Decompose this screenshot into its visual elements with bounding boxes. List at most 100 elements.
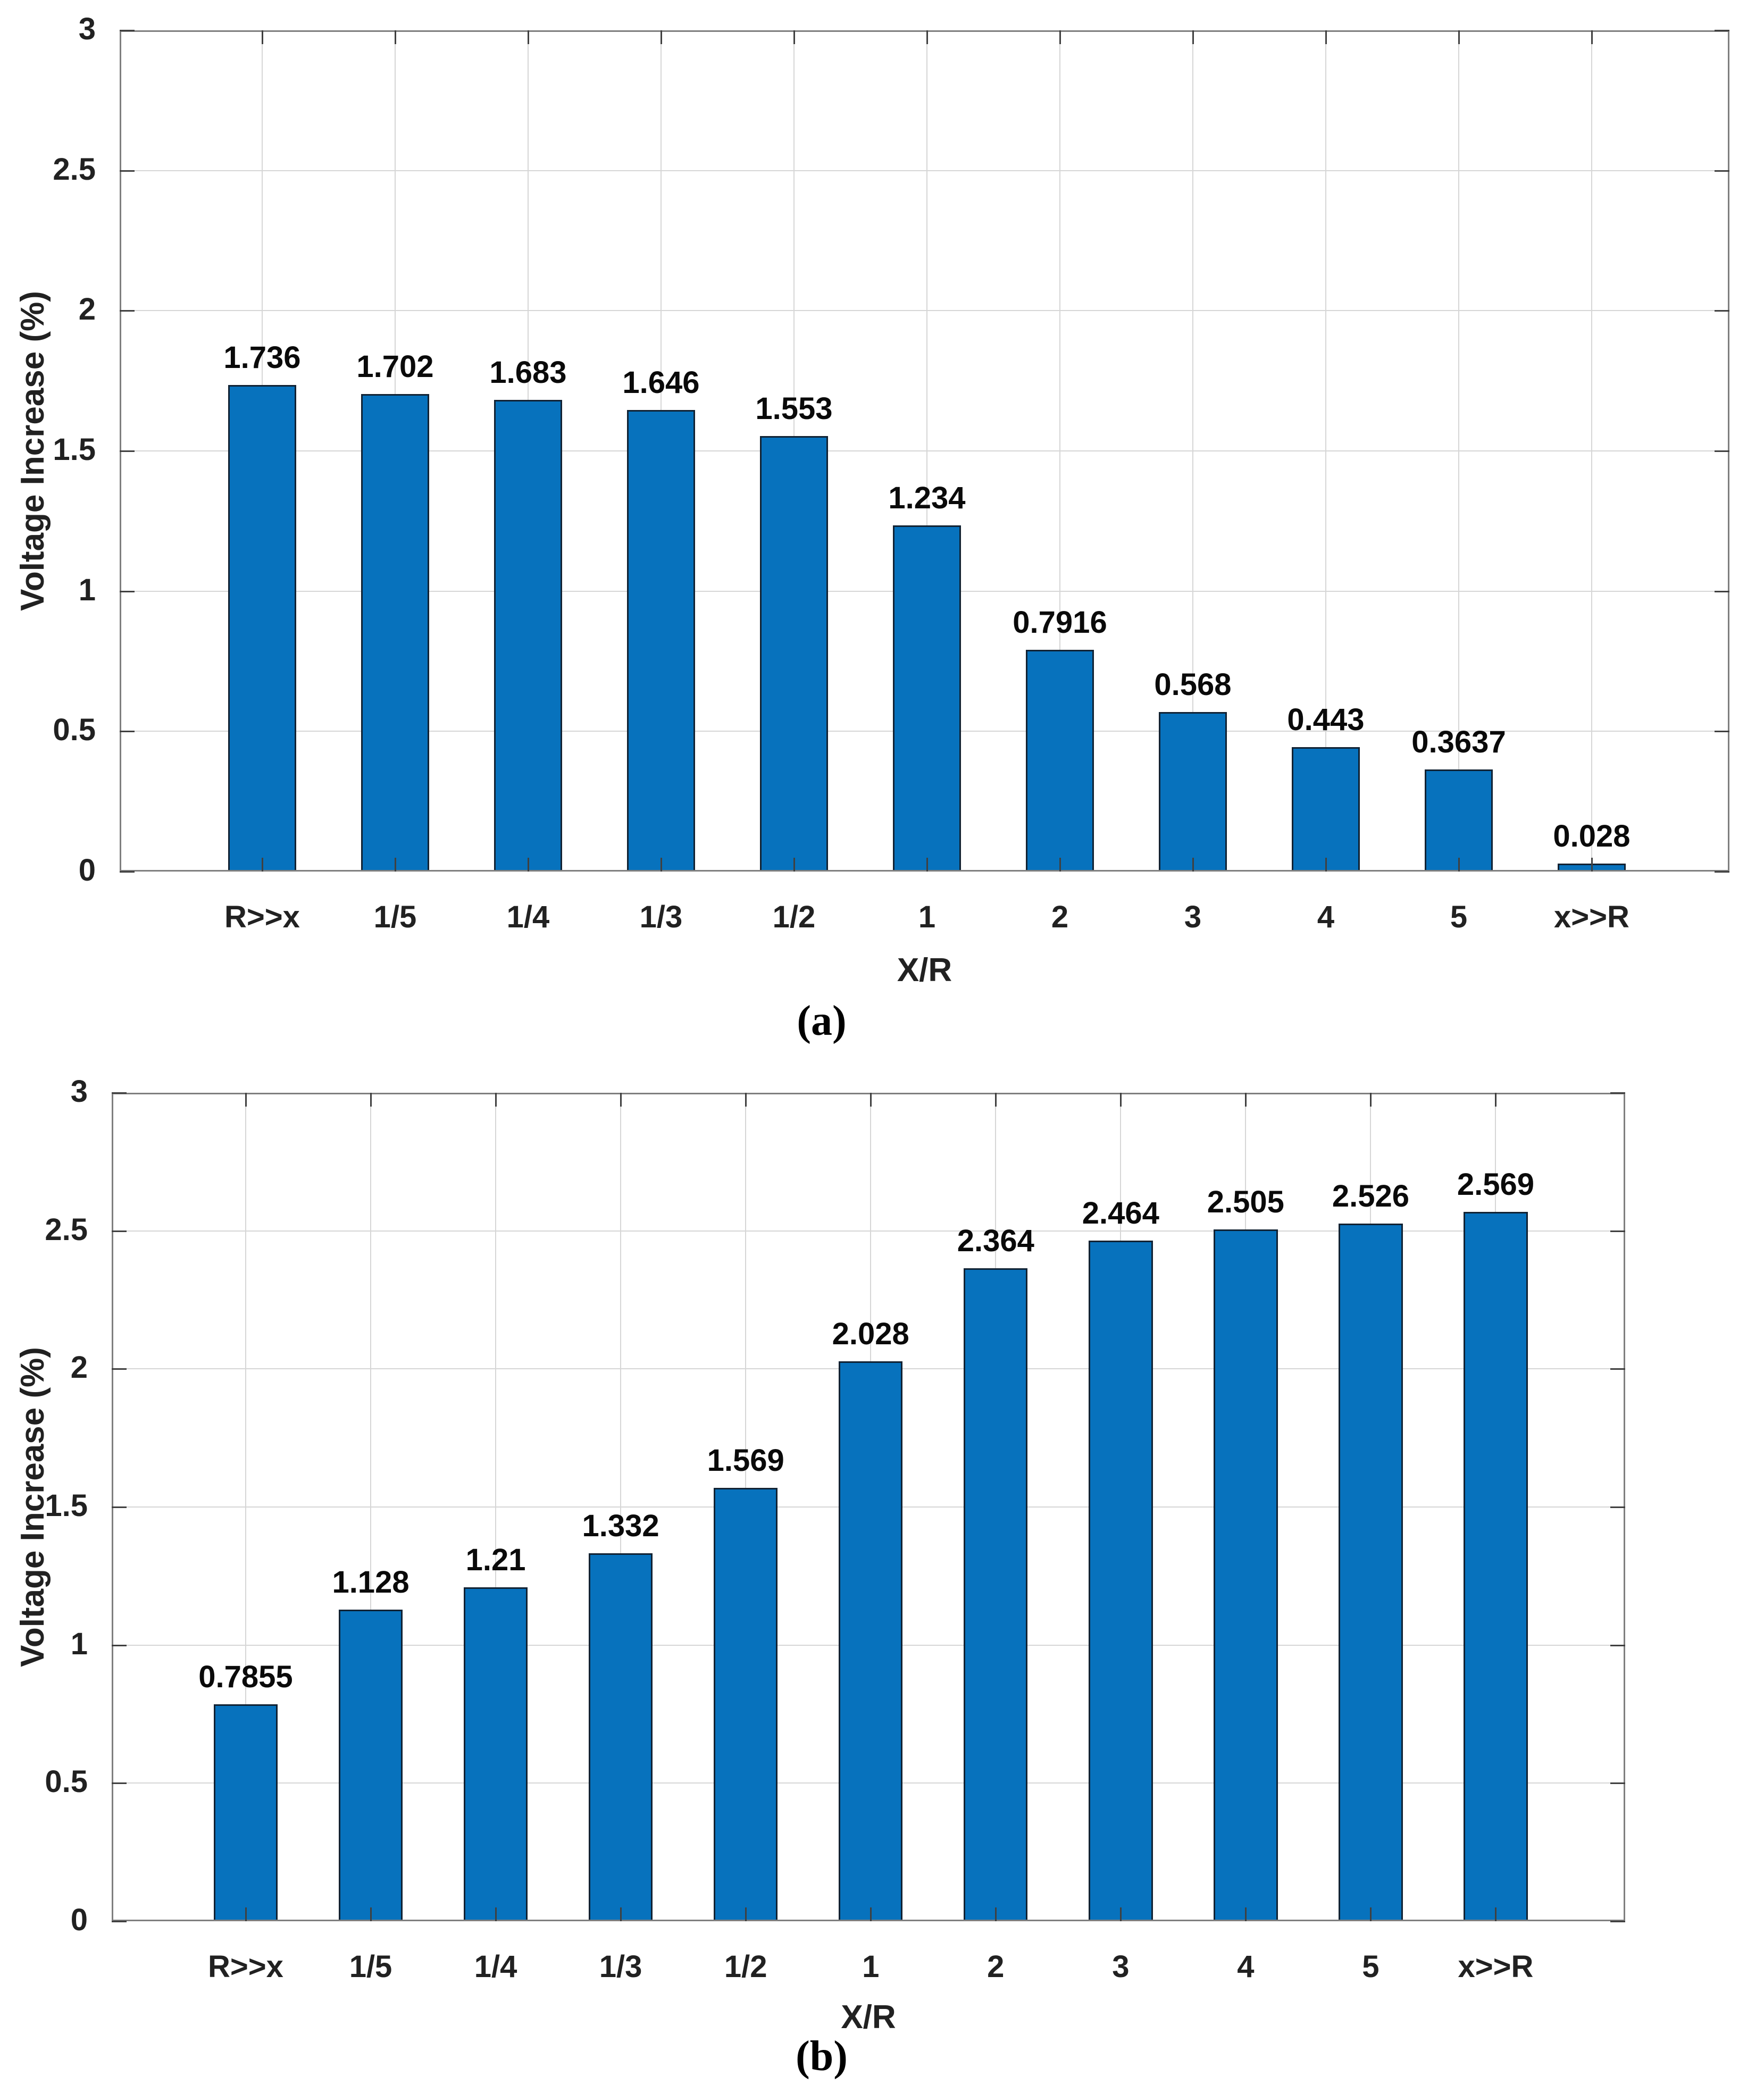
x-gridline [1059,30,1060,872]
bar-value-label: 2.569 [1457,1167,1535,1202]
y-tick-label: 1.5 [53,432,96,467]
y-tick-label: 2 [70,1350,88,1385]
bar [1425,769,1493,872]
x-tick-mark [245,1093,247,1107]
y-tick-mark [112,1782,127,1785]
y-tick-mark [120,310,135,312]
x-gridline [926,30,927,872]
x-tick-label: 1/2 [724,1949,767,1984]
x-tick-mark [370,1093,372,1107]
bar [839,1361,903,1921]
bar [1292,747,1360,872]
x-tick-mark [661,30,662,44]
bar [361,394,429,872]
x-tick-mark [926,30,928,44]
x-tick-mark [1370,1093,1372,1107]
bar-value-label: 1.569 [707,1443,784,1478]
y-tick-mark [1715,170,1729,172]
y-tick-mark [112,1092,127,1094]
x-tick-mark [528,30,529,44]
x-tick-label: R>>x [224,900,300,934]
y-tick-mark [112,1230,127,1232]
x-tick-label: 2 [1051,900,1069,934]
x-gridline [1458,30,1459,872]
bar-value-label: 1.553 [755,391,833,426]
y-tick-label: 2.5 [45,1212,88,1247]
x-tick-mark [370,1907,372,1921]
y-tick-mark [1610,1092,1625,1094]
y-tick-mark [1715,310,1729,312]
x-gridline [495,1093,497,1921]
y-tick-label: 0.5 [53,713,96,748]
x-tick-mark [661,858,662,872]
x-tick-label: x>>R [1458,1949,1534,1984]
bar-value-label: 2.028 [832,1316,909,1351]
y-tick-mark [1715,30,1729,31]
x-tick-mark [1458,30,1460,44]
bar-value-label: 0.7916 [1013,605,1107,640]
x-tick-mark [745,1093,747,1107]
bar-value-label: 1.736 [223,340,301,375]
x-tick-label: 1/5 [349,1949,392,1984]
bar-value-label: 2.364 [957,1224,1034,1259]
x-tick-mark [1245,1907,1247,1921]
x-tick-label: 2 [987,1949,1005,1984]
bar [714,1488,778,1921]
y-tick-label: 0 [78,853,96,888]
y-tick-label: 1 [70,1626,88,1661]
bar-value-label: 2.526 [1332,1179,1409,1214]
y-tick-label: 1 [78,572,96,607]
x-tick-label: 1/3 [599,1949,642,1984]
x-axis-title: X/R [897,952,952,989]
y-tick-mark [120,590,135,592]
y-tick-label: 3 [70,1074,88,1109]
y-tick-mark [120,450,135,452]
bar [228,384,296,872]
x-tick-mark [262,30,263,44]
bar-value-label: 0.568 [1154,667,1232,702]
bar-value-label: 1.683 [489,355,567,390]
x-tick-mark [1120,1907,1122,1921]
y-tick-mark [1610,1921,1625,1922]
bar [213,1704,278,1921]
x-tick-mark [793,30,795,44]
y-tick-label: 3 [78,12,96,46]
x-gridline [370,1093,372,1921]
y-tick-mark [120,170,135,172]
bar [627,410,695,872]
x-tick-label: R>>x [208,1949,283,1984]
bar [494,399,562,872]
x-tick-mark [995,1093,997,1107]
x-gridline [1591,30,1592,872]
bar [1214,1229,1278,1921]
x-tick-label: 1/4 [474,1949,517,1984]
x-tick-mark [745,1907,747,1921]
bar-value-label: 0.3637 [1411,725,1506,760]
bar [1159,712,1227,872]
x-tick-label: 3 [1112,1949,1130,1984]
bar-value-label: 1.646 [622,365,700,400]
x-tick-mark [620,1907,622,1921]
y-tick-mark [120,731,135,733]
x-tick-mark [1458,858,1460,872]
y-tick-mark [112,1921,127,1922]
x-tick-mark [1495,1907,1497,1921]
x-gridline [1325,30,1326,872]
bar [893,525,961,872]
y-tick-mark [1610,1644,1625,1646]
bar [760,436,828,872]
x-tick-mark [1370,1907,1372,1921]
x-tick-mark [1059,858,1061,872]
x-tick-mark [995,1907,997,1921]
bar [1026,649,1094,872]
x-tick-mark [1325,858,1327,872]
x-gridline [245,1093,246,1921]
x-gridline [620,1093,622,1921]
x-tick-mark [1591,858,1593,872]
x-tick-mark [1192,30,1194,44]
x-axis-title: X/R [841,1999,896,2036]
x-gridline [1192,30,1193,872]
y-tick-mark [112,1368,127,1370]
x-tick-mark [1059,30,1061,44]
bar [964,1268,1028,1921]
